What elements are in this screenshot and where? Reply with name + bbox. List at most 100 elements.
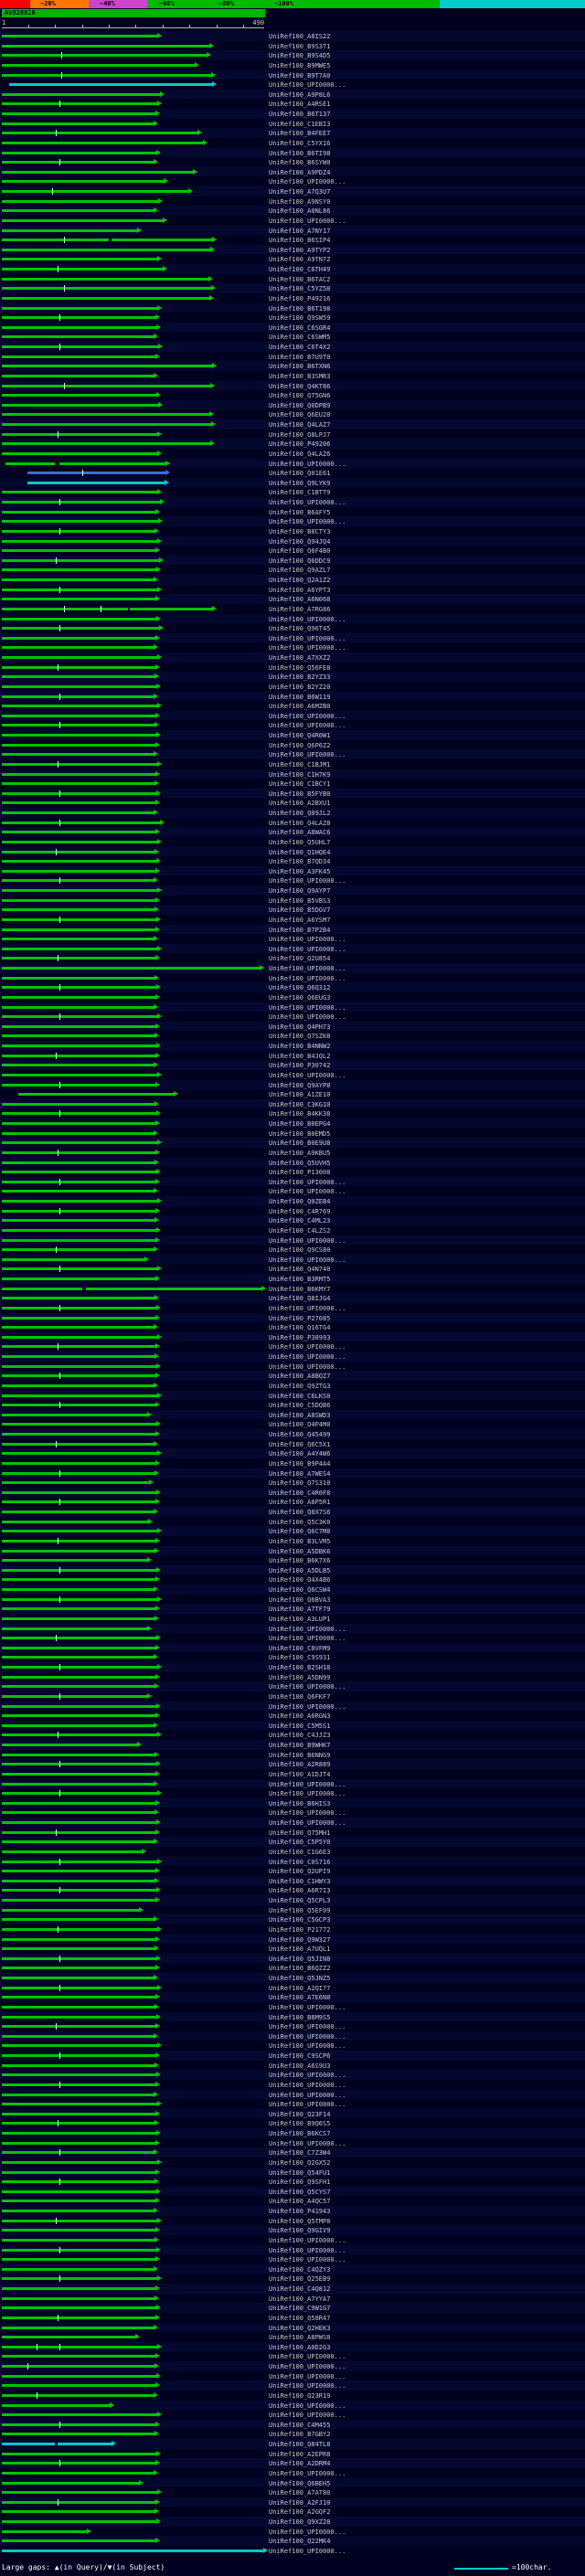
hit-row[interactable]: UniRef100_A6MZB0 xyxy=(0,701,585,711)
hit-row[interactable]: UniRef100_B4FEE7 xyxy=(0,128,585,138)
hit-row[interactable]: UniRef100_A5DLB5 xyxy=(0,1564,585,1575)
hit-row[interactable]: UniRef100_UPI0000... xyxy=(0,1012,585,1022)
hit-row[interactable]: UniRef100_C6LKS0 xyxy=(0,1390,585,1401)
hit-row[interactable]: UniRef100_Q56FE8 xyxy=(0,663,585,673)
hit-row[interactable]: UniRef100_A7NY17 xyxy=(0,225,585,236)
hit-row[interactable]: UniRef100_Q9W327 xyxy=(0,1934,585,1945)
hit-row[interactable]: UniRef100_Q94JQ4 xyxy=(0,535,585,546)
hit-row[interactable]: UniRef100_UPI0000... xyxy=(0,176,585,186)
hit-row[interactable]: UniRef100_UPI0000... xyxy=(0,1341,585,1352)
hit-row[interactable]: UniRef100_C6T4X2 xyxy=(0,342,585,352)
hit-row[interactable]: UniRef100_Q9AYP8 xyxy=(0,1079,585,1090)
hit-row[interactable]: UniRef100_UPI0000... xyxy=(0,1176,585,1187)
hit-row[interactable]: UniRef100_UPI0000... xyxy=(0,1633,585,1643)
hit-row[interactable]: UniRef100_Q6Q312 xyxy=(0,982,585,992)
hit-row[interactable]: UniRef100_C4Q812 xyxy=(0,2284,585,2294)
hit-row[interactable]: UniRef100_A9TN7Z xyxy=(0,254,585,264)
hit-row[interactable]: UniRef100_UPI0000... xyxy=(0,1254,585,1265)
hit-row[interactable]: UniRef100_B9T7A0 xyxy=(0,69,585,80)
hit-row[interactable]: UniRef100_Q0DPB9 xyxy=(0,399,585,410)
hit-row[interactable]: UniRef100_Q2HEK3 xyxy=(0,2322,585,2333)
hit-row[interactable]: UniRef100_C4M455 xyxy=(0,2419,585,2430)
hit-row[interactable]: UniRef100_UPI0000... xyxy=(0,1818,585,1828)
hit-row[interactable]: UniRef100_A6YSM7 xyxy=(0,915,585,925)
hit-row[interactable]: UniRef100_B7QD34 xyxy=(0,856,585,866)
hit-row[interactable]: UniRef100_B3RMT5 xyxy=(0,1274,585,1284)
hit-row[interactable]: UniRef100_B4JQL2 xyxy=(0,1051,585,1061)
hit-row[interactable]: UniRef100_B0E9U8 xyxy=(0,1138,585,1148)
hit-row[interactable]: UniRef100_Q5C3K0 xyxy=(0,1517,585,1527)
hit-row[interactable]: UniRef100_B9S4D5 xyxy=(0,50,585,60)
hit-row[interactable]: UniRef100_Q16TG4 xyxy=(0,1322,585,1332)
hit-row[interactable]: UniRef100_Q01E61 xyxy=(0,468,585,478)
hit-row[interactable]: UniRef100_Q4P4M0 xyxy=(0,1419,585,1429)
hit-row[interactable]: UniRef100_UPI0000... xyxy=(0,2244,585,2255)
hit-row[interactable]: UniRef100_Q54FU1 xyxy=(0,2167,585,2178)
hit-row[interactable]: UniRef100_UPI0000... xyxy=(0,973,585,983)
hit-row[interactable]: UniRef100_Q5JIN8 xyxy=(0,1953,585,1964)
hit-row[interactable]: UniRef100_B9S3T1 xyxy=(0,41,585,51)
hit-row[interactable]: UniRef100_B7U9T0 xyxy=(0,352,585,362)
hit-row[interactable]: UniRef100_Q4PH73 xyxy=(0,1021,585,1032)
hit-row[interactable]: UniRef100_C4QZY3 xyxy=(0,2263,585,2274)
hit-row[interactable]: UniRef100_Q5JNZ5 xyxy=(0,1973,585,1983)
hit-row[interactable]: UniRef100_UPI0000... xyxy=(0,1070,585,1080)
hit-row[interactable]: UniRef100_C5GCP3 xyxy=(0,1914,585,1924)
hit-row[interactable]: UniRef100_C9SCP6 xyxy=(0,2051,585,2061)
hit-row[interactable]: UniRef100_C5P5Y0 xyxy=(0,1837,585,1847)
hit-row[interactable]: UniRef100_UPI0000... xyxy=(0,2138,585,2148)
hit-row[interactable]: UniRef100_Q6C5X1 xyxy=(0,1439,585,1449)
hit-row[interactable]: UniRef100_C6SGR4 xyxy=(0,322,585,333)
hit-row[interactable]: UniRef100_P41943 xyxy=(0,2206,585,2216)
hit-row[interactable]: UniRef100_Q4KT86 xyxy=(0,380,585,391)
hit-row[interactable]: UniRef100_B0EMD5 xyxy=(0,1129,585,1139)
hit-row[interactable]: UniRef100_B6TAC2 xyxy=(0,274,585,284)
hit-row[interactable]: UniRef100_UPI0000... xyxy=(0,1778,585,1789)
hit-row[interactable]: UniRef100_UPI0000... xyxy=(0,613,585,624)
hit-row[interactable]: UniRef100_Q7S310 xyxy=(0,1478,585,1488)
hit-row[interactable]: UniRef100_B5DGV7 xyxy=(0,905,585,915)
hit-row[interactable]: UniRef100_UPI0000... xyxy=(0,2030,585,2041)
hit-row[interactable]: UniRef100_Q6F4B0 xyxy=(0,546,585,556)
hit-row[interactable]: UniRef100_A6RGN3 xyxy=(0,1711,585,1721)
hit-row[interactable]: UniRef100_B6K7X6 xyxy=(0,1555,585,1565)
hit-row[interactable]: UniRef100_C4JJZ3 xyxy=(0,1730,585,1740)
hit-row[interactable]: UniRef100_C1BJM1 xyxy=(0,759,585,769)
hit-row[interactable]: UniRef100_A9PDZ4 xyxy=(0,166,585,177)
hit-row[interactable]: UniRef100_B5VBS3 xyxy=(0,896,585,906)
hit-row[interactable]: UniRef100_UPI0000... xyxy=(0,963,585,973)
hit-row[interactable]: UniRef100_A7YYA7 xyxy=(0,2294,585,2304)
hit-row[interactable]: UniRef100_B6TXN6 xyxy=(0,361,585,371)
hit-row[interactable]: UniRef100_Q22MK4 xyxy=(0,2536,585,2546)
hit-row[interactable]: UniRef100_UPI0000... xyxy=(0,516,585,526)
hit-row[interactable]: UniRef100_A7WES4 xyxy=(0,1468,585,1479)
hit-row[interactable]: UniRef100_Q23R19 xyxy=(0,2390,585,2401)
hit-row[interactable]: UniRef100_C1H7K9 xyxy=(0,769,585,779)
hit-row[interactable]: UniRef100_B7GBY2 xyxy=(0,2429,585,2439)
hit-row[interactable]: UniRef100_Q2UPI9 xyxy=(0,1866,585,1876)
hit-row[interactable]: UniRef100_Q5EF09 xyxy=(0,1905,585,1915)
hit-row[interactable]: UniRef100_C4ML23 xyxy=(0,1215,585,1225)
hit-row[interactable]: UniRef100_A8BQZ7 xyxy=(0,1371,585,1381)
hit-row[interactable]: UniRef100_Q5UVH5 xyxy=(0,1157,585,1168)
hit-row[interactable]: UniRef100_B6T137 xyxy=(0,109,585,119)
hit-row[interactable]: UniRef100_Q8LPJ7 xyxy=(0,429,585,440)
hit-row[interactable]: UniRef100_Q4N740 xyxy=(0,1264,585,1274)
hit-row[interactable]: UniRef100_Q5CYS7 xyxy=(0,2186,585,2197)
hit-row[interactable]: UniRef100_C1G6E3 xyxy=(0,1847,585,1857)
hit-row[interactable]: UniRef100_Q96T45 xyxy=(0,623,585,633)
hit-row[interactable]: UniRef100_C4R769 xyxy=(0,1206,585,1216)
hit-row[interactable]: UniRef100_B6KMY7 xyxy=(0,1284,585,1294)
hit-row[interactable]: UniRef100_C0S716 xyxy=(0,1856,585,1867)
hit-row[interactable]: UniRef100_A7E6N8 xyxy=(0,1992,585,2002)
hit-row[interactable]: UniRef100_Q1HQE4 xyxy=(0,846,585,857)
hit-row[interactable]: UniRef100_C5M5S1 xyxy=(0,1720,585,1731)
hit-row[interactable]: UniRef100_A8P5R1 xyxy=(0,1497,585,1507)
hit-row[interactable]: UniRef100_Q0ZEB4 xyxy=(0,1196,585,1206)
hit-row[interactable]: UniRef100_A2DRM4 xyxy=(0,2458,585,2468)
hit-row[interactable]: UniRef100_B8CTY3 xyxy=(0,526,585,536)
hit-row[interactable]: UniRef100_Q75GN6 xyxy=(0,390,585,400)
hit-row[interactable]: UniRef100_B6T198 xyxy=(0,302,585,313)
hit-row[interactable]: UniRef100_B6HIS3 xyxy=(0,1797,585,1808)
hit-row[interactable]: UniRef100_UPI0000... xyxy=(0,1788,585,1798)
